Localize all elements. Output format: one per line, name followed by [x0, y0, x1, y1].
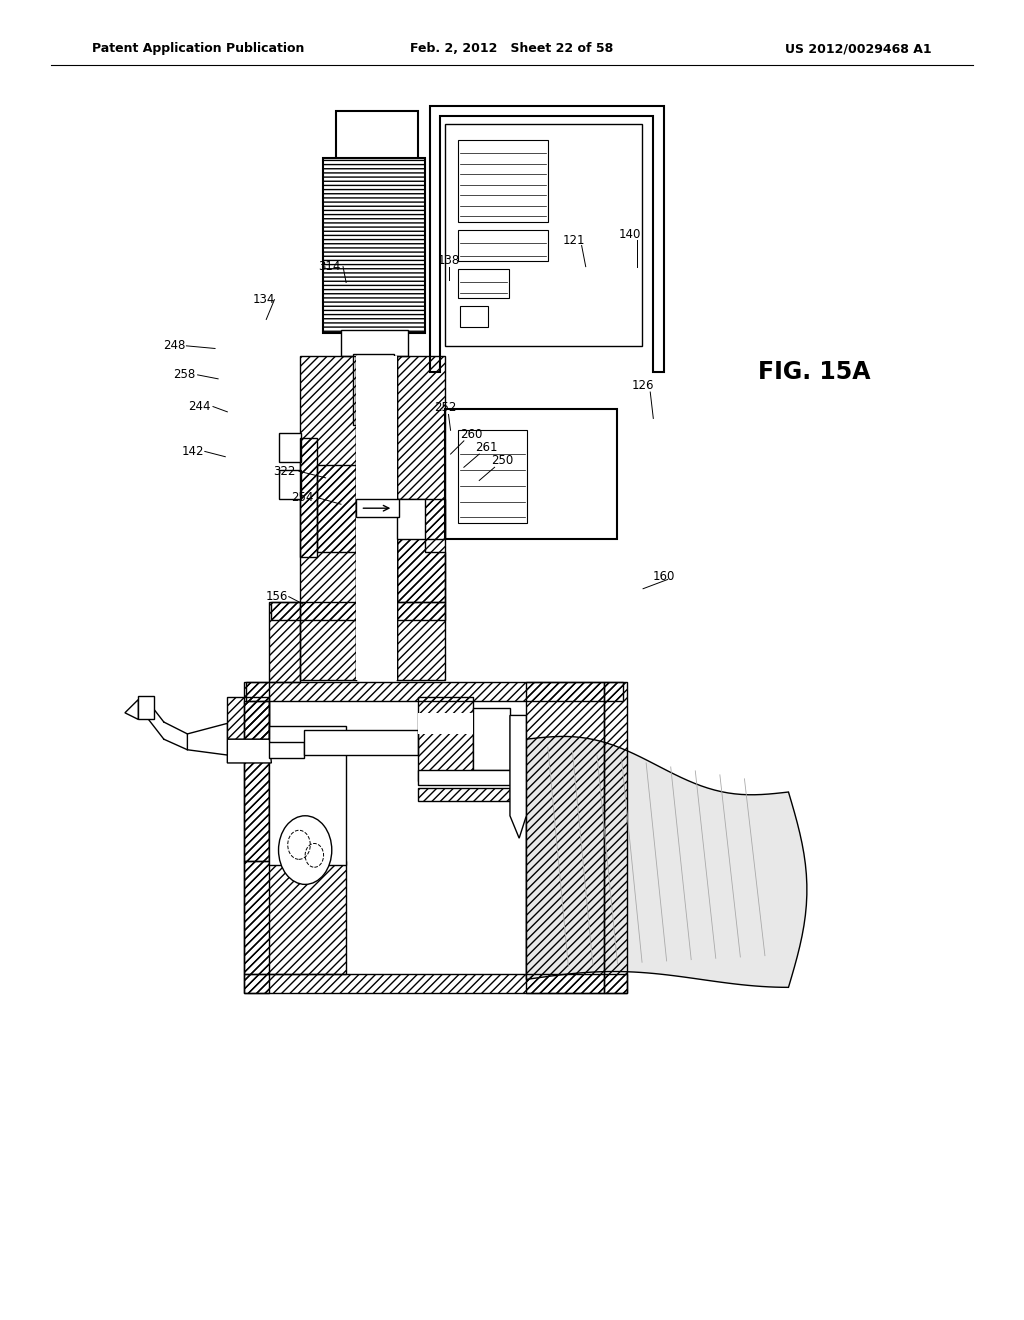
Bar — [460, 306, 488, 327]
Text: 142: 142 — [181, 445, 204, 458]
Text: FIG. 15A: FIG. 15A — [758, 360, 870, 384]
Bar — [445, 124, 642, 346]
Bar — [341, 330, 408, 356]
Bar — [397, 499, 425, 539]
Text: 322: 322 — [273, 465, 296, 478]
Polygon shape — [304, 730, 418, 755]
Polygon shape — [227, 739, 271, 763]
Polygon shape — [430, 106, 664, 372]
Text: 156: 156 — [265, 590, 288, 603]
Bar — [458, 230, 548, 261]
Text: 252: 252 — [434, 401, 457, 414]
Text: 254: 254 — [291, 491, 313, 504]
Bar — [397, 504, 423, 531]
Text: 121: 121 — [562, 234, 585, 247]
Bar — [418, 788, 510, 801]
Polygon shape — [473, 708, 510, 770]
Bar — [323, 158, 425, 333]
Bar — [458, 430, 527, 523]
Bar — [458, 269, 509, 298]
Text: 244: 244 — [188, 400, 211, 413]
Bar — [356, 499, 399, 517]
Bar — [269, 726, 346, 865]
Polygon shape — [125, 700, 138, 719]
Polygon shape — [187, 723, 227, 755]
Text: 160: 160 — [652, 570, 675, 583]
Text: 140: 140 — [618, 228, 641, 242]
Text: 260: 260 — [460, 428, 482, 441]
Bar — [445, 409, 617, 539]
Text: 248: 248 — [163, 339, 185, 352]
Text: 261: 261 — [475, 441, 498, 454]
Polygon shape — [526, 737, 807, 987]
Bar — [356, 356, 397, 680]
Bar — [458, 140, 548, 222]
Circle shape — [279, 816, 332, 884]
Text: Patent Application Publication: Patent Application Publication — [92, 42, 304, 55]
Text: 258: 258 — [173, 368, 196, 381]
Text: 126: 126 — [632, 379, 654, 392]
Bar — [138, 696, 154, 719]
Polygon shape — [510, 715, 526, 838]
Bar — [269, 701, 604, 974]
Bar — [336, 111, 418, 161]
Text: US 2012/0029468 A1: US 2012/0029468 A1 — [785, 42, 932, 55]
Bar — [269, 742, 304, 758]
Text: 314: 314 — [318, 260, 341, 273]
Bar — [279, 470, 301, 499]
Bar — [279, 433, 301, 462]
Text: Feb. 2, 2012   Sheet 22 of 58: Feb. 2, 2012 Sheet 22 of 58 — [411, 42, 613, 55]
Bar — [418, 713, 473, 734]
Text: 134: 134 — [253, 293, 275, 306]
Text: 250: 250 — [490, 454, 513, 467]
Bar — [353, 354, 394, 425]
Text: 138: 138 — [437, 253, 460, 267]
Bar — [418, 770, 510, 785]
